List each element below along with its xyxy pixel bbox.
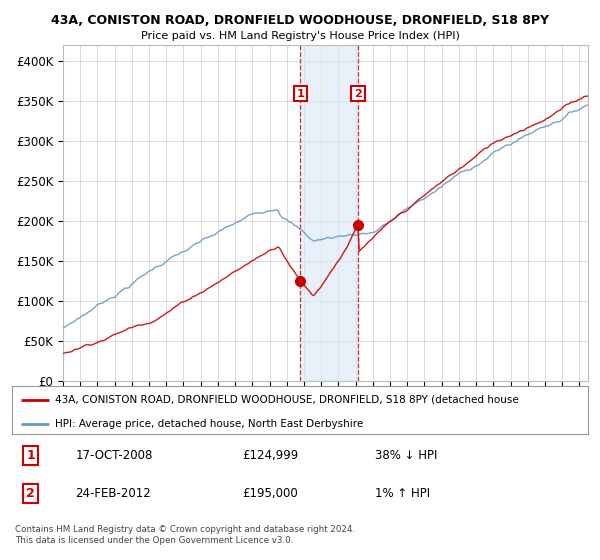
Text: 38% ↓ HPI: 38% ↓ HPI	[375, 449, 437, 462]
Text: 1: 1	[26, 449, 35, 462]
Text: 1: 1	[296, 88, 304, 99]
Text: 17-OCT-2008: 17-OCT-2008	[76, 449, 153, 462]
Text: Price paid vs. HM Land Registry's House Price Index (HPI): Price paid vs. HM Land Registry's House …	[140, 31, 460, 41]
Text: 43A, CONISTON ROAD, DRONFIELD WOODHOUSE, DRONFIELD, S18 8PY: 43A, CONISTON ROAD, DRONFIELD WOODHOUSE,…	[51, 14, 549, 27]
Text: 1% ↑ HPI: 1% ↑ HPI	[375, 487, 430, 500]
Text: 2: 2	[26, 487, 35, 500]
Text: £195,000: £195,000	[242, 487, 298, 500]
Text: £124,999: £124,999	[242, 449, 299, 462]
Text: HPI: Average price, detached house, North East Derbyshire: HPI: Average price, detached house, Nort…	[55, 418, 364, 428]
Text: Contains HM Land Registry data © Crown copyright and database right 2024.
This d: Contains HM Land Registry data © Crown c…	[15, 525, 355, 545]
Bar	[301, 45, 358, 381]
Text: 43A, CONISTON ROAD, DRONFIELD WOODHOUSE, DRONFIELD, S18 8PY (detached house: 43A, CONISTON ROAD, DRONFIELD WOODHOUSE,…	[55, 395, 519, 405]
Text: 24-FEB-2012: 24-FEB-2012	[76, 487, 151, 500]
Text: 2: 2	[354, 88, 362, 99]
